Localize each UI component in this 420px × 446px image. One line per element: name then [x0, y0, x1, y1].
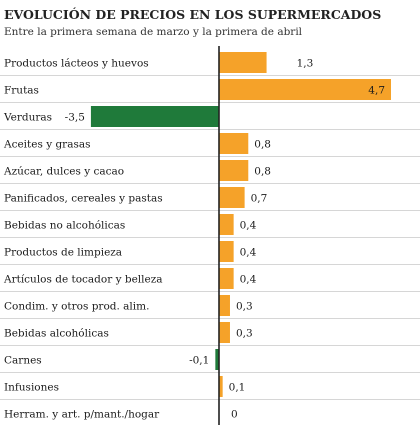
value-label: 4,7 — [368, 85, 385, 97]
value-label: 0,3 — [236, 301, 253, 313]
value-label: 0,3 — [236, 328, 253, 340]
category-label: Frutas — [4, 85, 39, 97]
bar — [219, 376, 223, 397]
category-label: Productos lácteos y huevos — [4, 58, 149, 70]
bar — [219, 187, 245, 208]
value-label: 0,4 — [240, 247, 257, 259]
value-label: 0 — [231, 409, 238, 421]
bar — [219, 79, 391, 100]
bar — [215, 349, 219, 370]
category-label: Infusiones — [4, 382, 59, 394]
bar — [219, 214, 234, 235]
category-label: Aceites y grasas — [3, 139, 91, 151]
value-label: -3,5 — [65, 112, 85, 124]
bar — [219, 268, 234, 289]
bar — [90, 106, 220, 127]
bar — [219, 322, 230, 343]
bar — [219, 52, 267, 73]
value-label: 0,4 — [240, 274, 257, 286]
category-label: Productos de limpieza — [4, 247, 122, 259]
chart-title: EVOLUCIÓN DE PRECIOS EN LOS SUPERMERCADO… — [4, 6, 381, 22]
bar — [219, 160, 249, 181]
value-label: 0,7 — [251, 193, 268, 205]
category-label: Carnes — [4, 355, 42, 367]
category-label: Herram. y art. p/mant./hogar — [4, 409, 160, 421]
category-label: Verduras — [3, 112, 52, 124]
chart-rows: Productos lácteos y huevos 1,3 Frutas 4,7 Ve… — [0, 52, 420, 421]
bar — [219, 241, 234, 262]
value-label: 0,8 — [254, 166, 271, 178]
value-label: 0,1 — [229, 382, 246, 394]
value-label: 0,8 — [254, 139, 271, 151]
chart-subtitle: Entre la primera semana de marzo y la pr… — [4, 26, 303, 38]
category-label: Bebidas alcohólicas — [4, 328, 109, 340]
category-label: Bebidas no alcohólicas — [4, 220, 125, 232]
bar — [219, 295, 230, 316]
value-label: 1,3 — [297, 58, 314, 70]
bar — [219, 133, 249, 154]
category-label: Panificados, cereales y pastas — [4, 193, 163, 205]
value-label: -0,1 — [189, 355, 209, 367]
category-label: Artículos de tocador y belleza — [3, 274, 163, 286]
category-label: Condim. y otros prod. alim. — [4, 301, 149, 313]
value-label: 0,4 — [240, 220, 257, 232]
category-label: Azúcar, dulces y cacao — [3, 166, 124, 178]
